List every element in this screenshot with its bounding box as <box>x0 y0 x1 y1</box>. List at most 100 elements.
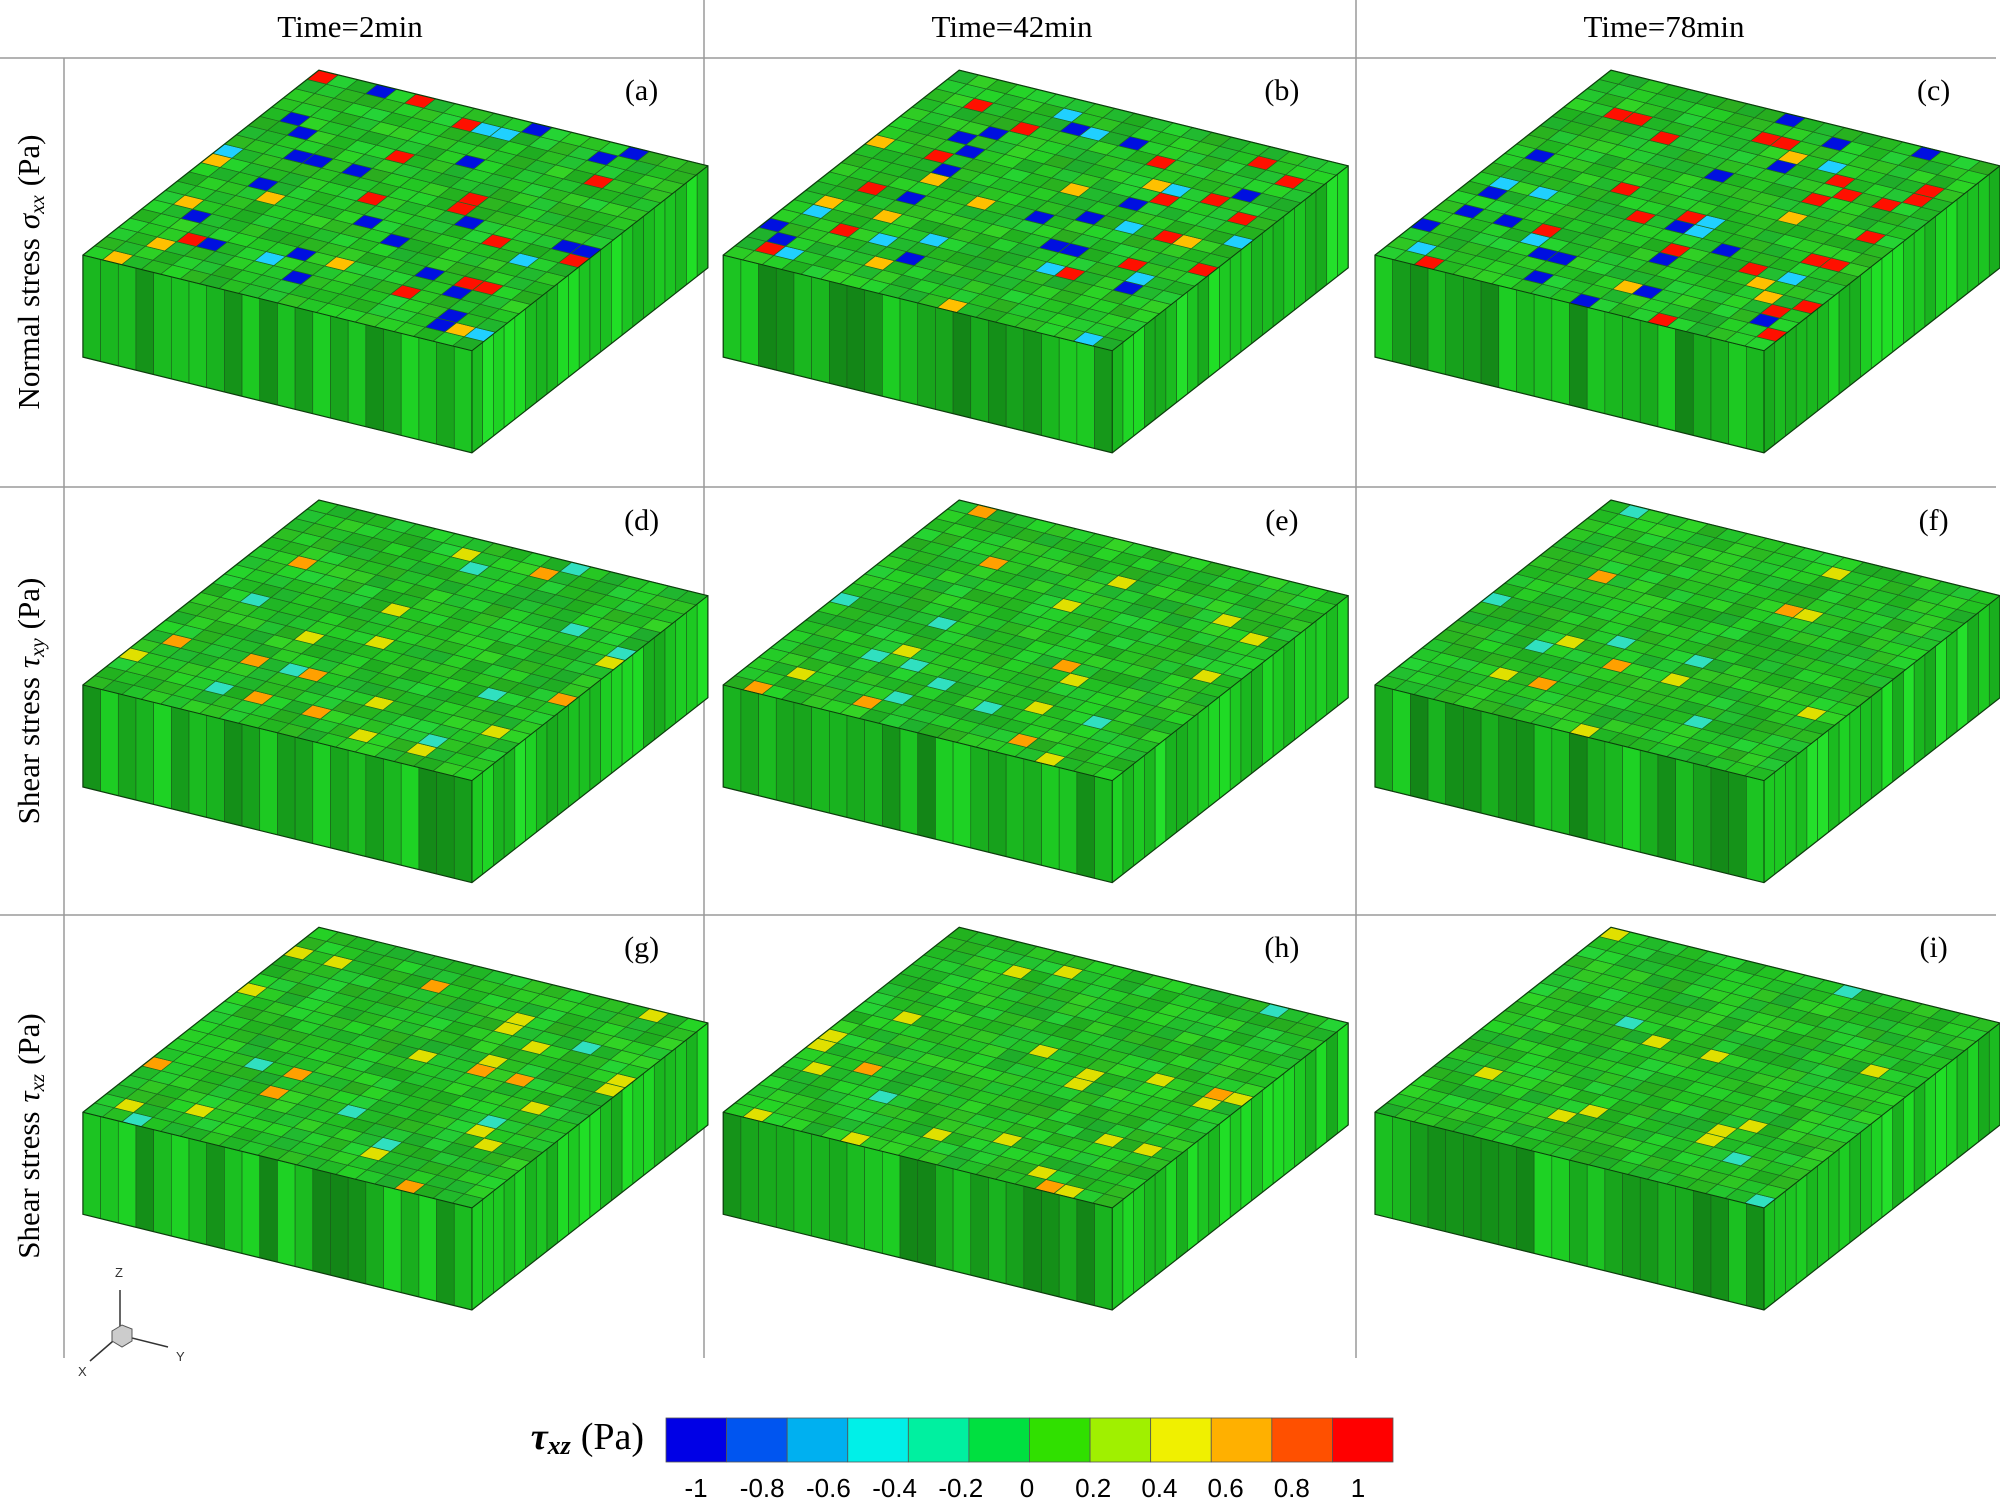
side-cell <box>664 620 677 732</box>
side-cell <box>621 224 634 336</box>
side-cell <box>1283 207 1295 319</box>
side-cell <box>1262 224 1274 336</box>
side-cell <box>1058 1194 1078 1302</box>
side-cell <box>1410 693 1429 801</box>
side-cell <box>882 293 901 402</box>
panel-label: (a) <box>625 74 658 107</box>
side-cell <box>1828 1148 1840 1261</box>
colorbar-tick-label: 0.2 <box>1075 1473 1111 1503</box>
side-cell <box>1337 595 1349 707</box>
colorbar-tick-label: 0.8 <box>1274 1473 1310 1503</box>
side-cell <box>312 311 331 419</box>
block-outline <box>722 499 1349 884</box>
side-cell <box>117 263 137 371</box>
side-cell <box>1005 1181 1025 1289</box>
side-cell <box>188 280 207 388</box>
side-cell <box>1427 697 1447 805</box>
side-cell <box>1838 282 1851 395</box>
side-cell <box>653 198 666 311</box>
side-cell <box>471 1198 483 1311</box>
side-cell <box>383 328 402 436</box>
side-cell <box>1849 274 1861 387</box>
side-cell <box>383 758 402 866</box>
side-cell <box>1133 1182 1145 1294</box>
side-cell <box>1165 729 1177 842</box>
side-cell <box>1903 1089 1915 1202</box>
side-cell <box>418 767 437 875</box>
side-cell <box>1041 1190 1060 1298</box>
subscript: xz <box>547 1431 572 1460</box>
side-cell <box>1903 662 1915 774</box>
colorbar-swatch <box>726 1417 788 1463</box>
side-cell <box>1924 215 1936 328</box>
side-cell <box>1023 328 1042 436</box>
side-cell <box>557 1131 569 1244</box>
side-cell <box>1076 341 1095 449</box>
side-cell <box>277 732 296 840</box>
unit: (Pa) <box>11 135 46 187</box>
side-cell <box>1094 346 1113 454</box>
side-cell <box>1076 771 1095 879</box>
side-cell <box>365 324 384 432</box>
side-cell <box>1657 1181 1676 1289</box>
side-cell <box>535 1148 548 1261</box>
side-cell <box>1154 308 1167 420</box>
side-cell <box>1860 266 1872 378</box>
side-cell <box>1838 1140 1851 1252</box>
side-cell <box>1463 276 1482 384</box>
side-cell <box>365 1181 384 1289</box>
side-cell <box>400 332 420 441</box>
side-cell <box>589 679 601 791</box>
panel-label: (d) <box>624 504 659 537</box>
side-cell <box>758 263 777 371</box>
colorbar-label: τxz (Pa) <box>531 1416 644 1460</box>
panel-label: (e) <box>1265 504 1298 537</box>
side-cell <box>632 645 644 758</box>
side-cell <box>1294 628 1306 741</box>
side-cell <box>846 285 865 393</box>
side-cell <box>882 723 901 831</box>
side-cell <box>621 1081 634 1193</box>
side-cell <box>1946 1055 1958 1168</box>
side-cell <box>1988 1022 2000 1135</box>
side-cell <box>153 1129 172 1237</box>
side-cell <box>294 1164 314 1272</box>
side-cell <box>259 1155 278 1263</box>
side-cell <box>1122 763 1134 875</box>
side-cell <box>775 697 795 805</box>
side-cell <box>400 1190 420 1298</box>
side-cell <box>1154 1165 1167 1277</box>
colorbar-swatch <box>968 1417 1030 1463</box>
side-cell <box>1849 704 1861 817</box>
side-cell <box>1219 257 1231 370</box>
colorbar-swatch <box>1210 1417 1273 1463</box>
side-cell <box>1692 332 1712 441</box>
side-cell <box>952 741 972 849</box>
colorbar-tick-label: 1 <box>1351 1473 1365 1503</box>
side-cell <box>1746 775 1765 884</box>
side-cell <box>1817 1156 1829 1269</box>
side-cell <box>1569 732 1588 840</box>
side-cell <box>135 1124 154 1233</box>
side-cell <box>1924 645 1936 758</box>
side-cell <box>1144 316 1156 429</box>
side-cell <box>277 302 296 410</box>
side-cell <box>1946 198 1958 311</box>
side-cell <box>117 693 137 801</box>
side-cell <box>1187 1140 1199 1252</box>
side-cell <box>1978 173 1990 286</box>
side-cell <box>1622 315 1641 423</box>
side-cell <box>1176 291 1188 403</box>
side-cell <box>241 723 261 831</box>
side-cell <box>970 1172 989 1280</box>
side-cell <box>1892 670 1904 783</box>
side-cell <box>400 762 420 870</box>
side-cell <box>1445 272 1464 380</box>
colorbar-swatch <box>1089 1417 1152 1463</box>
label-text: Shear stress <box>11 677 46 824</box>
block-outline <box>82 499 709 884</box>
side-cell <box>722 254 742 362</box>
side-cell <box>82 254 101 362</box>
side-cell <box>1240 1097 1252 1210</box>
side-cell <box>1374 684 1393 792</box>
